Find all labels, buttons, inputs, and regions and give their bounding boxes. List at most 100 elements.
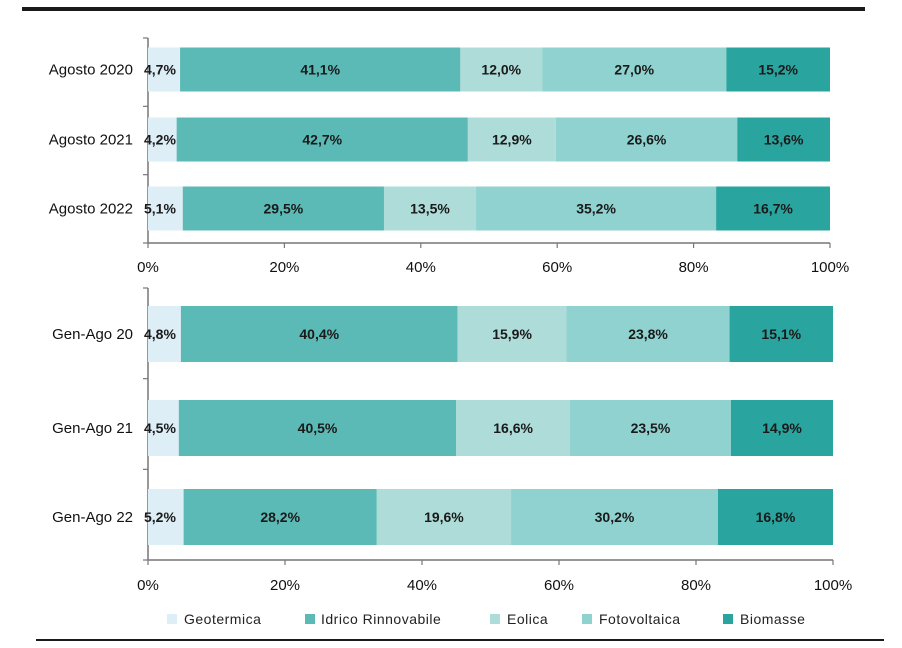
data-label: 30,2% [595, 509, 635, 525]
bar-segment-eolica [457, 306, 567, 362]
bar-segment-fotovoltaica [511, 489, 718, 545]
x-tick-label: 100% [814, 577, 852, 594]
bar-segment-fotovoltaica [476, 186, 717, 231]
data-label: 4,5% [144, 420, 176, 436]
bar-segment-geotermica [148, 489, 184, 545]
data-label: 19,6% [424, 509, 464, 525]
legend-item-geotermica: Geotermica [167, 611, 261, 627]
data-label: 13,6% [764, 132, 804, 148]
x-tick-label: 80% [681, 577, 711, 594]
data-label: 15,2% [758, 62, 798, 78]
x-tick-label: 40% [407, 577, 437, 594]
data-label: 42,7% [302, 132, 342, 148]
data-label: 16,8% [756, 509, 796, 525]
data-label: 4,7% [144, 62, 176, 78]
legend: Geotermica Idrico Rinnovabile Eolica Fotovo… [167, 611, 805, 627]
data-label: 29,5% [264, 201, 304, 217]
legend-swatch [167, 614, 177, 624]
category-label: Gen-Ago 20 [52, 326, 133, 343]
bar-segment-idrico-rinnovabile [180, 47, 461, 92]
legend-label: Eolica [507, 611, 548, 627]
data-label: 27,0% [614, 62, 654, 78]
chart-1: 0% 20% 40% 60% 80% 100% Agosto 2020 4,7% 41,1% 12… [49, 37, 849, 276]
x-tick-label: 80% [679, 259, 709, 276]
category-label: Agosto 2022 [49, 201, 133, 218]
x-tick-label: 20% [269, 259, 299, 276]
data-label: 13,5% [410, 201, 450, 217]
bar-segment-geotermica [148, 306, 181, 362]
bar-segment-eolica [376, 489, 512, 545]
bar-segment-eolica [460, 47, 543, 92]
data-label: 5,2% [144, 509, 176, 525]
bar-segment-biomasse [737, 117, 830, 162]
data-label: 14,9% [762, 420, 802, 436]
x-tick-label: 40% [406, 259, 436, 276]
bar-segment-idrico-rinnovabile [182, 186, 384, 231]
bar-segment-geotermica [148, 47, 181, 92]
bar-segment-geotermica [148, 186, 183, 231]
x-tick-label: 60% [542, 259, 572, 276]
data-label: 12,9% [492, 132, 532, 148]
legend-label: Idrico Rinnovabile [321, 611, 441, 627]
category-label: Gen-Ago 21 [52, 420, 133, 437]
data-label: 5,1% [144, 201, 176, 217]
charts-layer: 0% 20% 40% 60% 80% 100% Agosto 2020 4,7% 41,1% 12… [49, 37, 852, 594]
legend-swatch [490, 614, 500, 624]
data-label: 4,8% [144, 326, 176, 342]
legend-swatch [305, 614, 315, 624]
data-label: 16,7% [753, 201, 793, 217]
bar-segment-biomasse [729, 306, 833, 362]
data-label: 15,9% [492, 326, 532, 342]
bar-segment-biomasse [726, 47, 830, 92]
x-tick-label: 0% [137, 577, 159, 594]
bar-segment-idrico-rinnovabile [183, 489, 377, 545]
legend-item-eolica: Eolica [490, 611, 548, 627]
bar-segment-geotermica [148, 117, 177, 162]
legend-item-fotovoltaica: Fotovoltaica [582, 611, 680, 627]
legend-item-idrico-rinnovabile: Idrico Rinnovabile [305, 611, 441, 627]
bar-segment-fotovoltaica [569, 400, 731, 456]
bar-segment-fotovoltaica [566, 306, 730, 362]
legend-label: Biomasse [740, 611, 805, 627]
bar-segment-geotermica [148, 400, 179, 456]
bar-segment-biomasse [717, 489, 833, 545]
x-tick-label: 100% [811, 259, 849, 276]
category-label: Agosto 2020 [49, 62, 133, 79]
data-label: 16,6% [493, 420, 533, 436]
legend-label: Fotovoltaica [599, 611, 680, 627]
legend-swatch [723, 614, 733, 624]
data-label: 23,5% [631, 420, 671, 436]
bar-segment-fotovoltaica [542, 47, 727, 92]
legend-swatch [582, 614, 592, 624]
bar-segment-eolica [467, 117, 556, 162]
x-tick-label: 0% [137, 259, 159, 276]
data-label: 23,8% [628, 326, 668, 342]
bar-segment-idrico-rinnovabile [178, 400, 457, 456]
data-label: 15,1% [761, 326, 801, 342]
bar-segment-eolica [456, 400, 570, 456]
bar-segment-eolica [383, 186, 477, 231]
data-label: 4,2% [144, 132, 176, 148]
bar-segment-idrico-rinnovabile [180, 306, 458, 362]
data-label: 12,0% [481, 62, 521, 78]
category-label: Gen-Ago 22 [52, 509, 133, 526]
bottom-rule [36, 639, 884, 641]
data-label: 40,4% [299, 326, 339, 342]
x-tick-label: 60% [544, 577, 574, 594]
data-label: 40,5% [298, 420, 338, 436]
data-label: 41,1% [300, 62, 340, 78]
data-label: 26,6% [627, 132, 667, 148]
data-label: 28,2% [260, 509, 300, 525]
top-rule [22, 7, 865, 11]
data-label: 35,2% [576, 201, 616, 217]
bar-segment-biomasse [730, 400, 833, 456]
bar-segment-fotovoltaica [555, 117, 738, 162]
legend-item-biomasse: Biomasse [723, 611, 805, 627]
category-label: Agosto 2021 [49, 132, 133, 149]
legend-label: Geotermica [184, 611, 261, 627]
chart-2: 0% 20% 40% 60% 80% 100% Gen-Ago 20 4,8% 40,4% 15,… [52, 287, 852, 594]
bar-segment-idrico-rinnovabile [176, 117, 468, 162]
x-tick-label: 20% [270, 577, 300, 594]
bar-segment-biomasse [716, 186, 830, 231]
